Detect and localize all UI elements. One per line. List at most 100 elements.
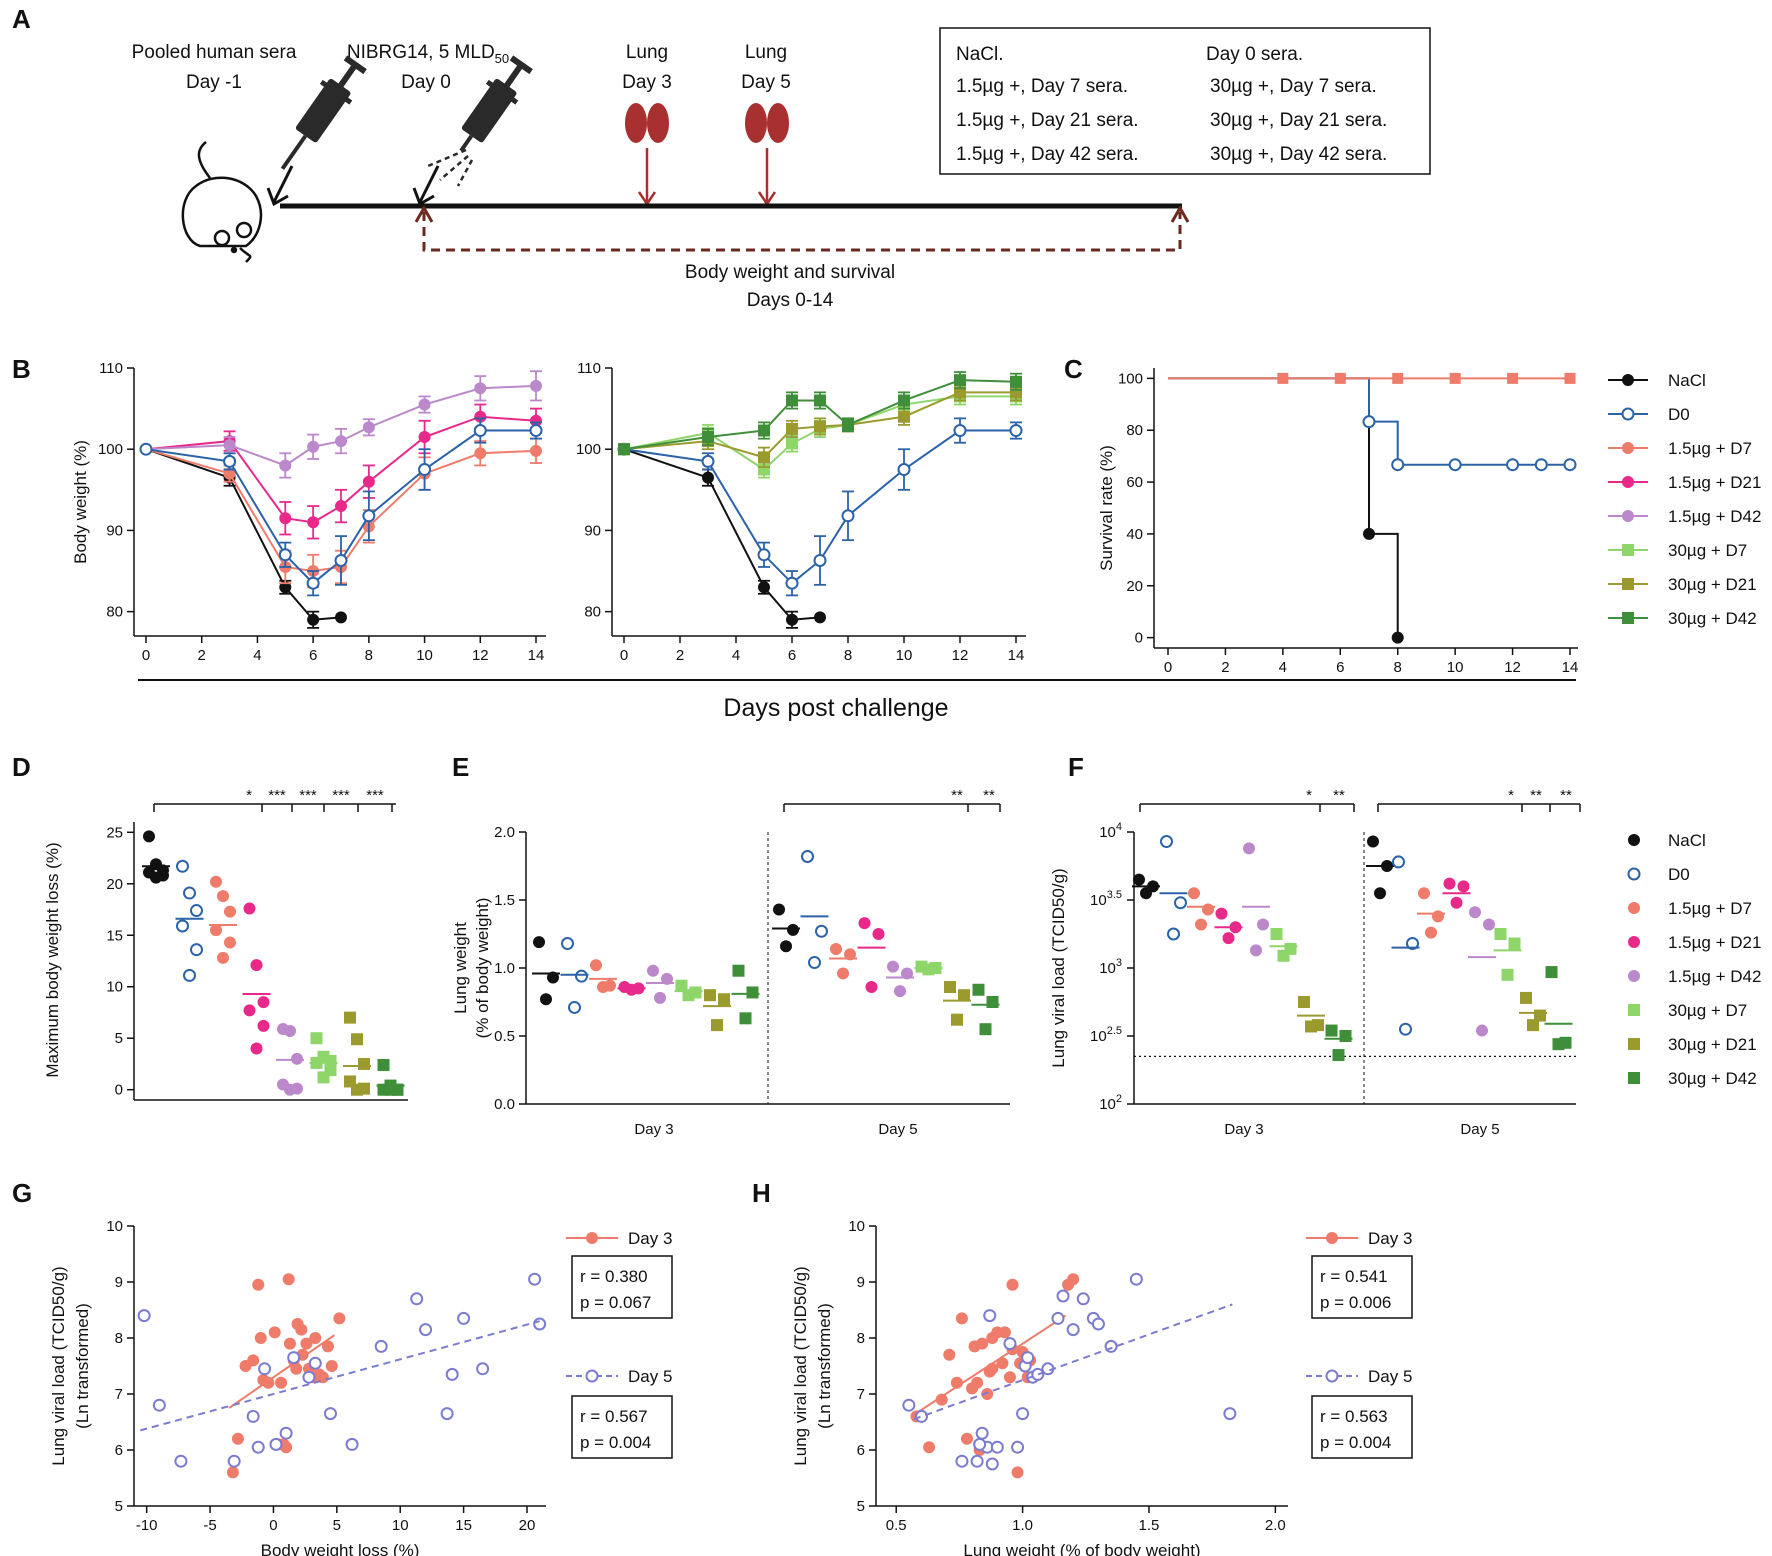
survival-step-line: [1168, 377, 1399, 638]
group-nacl: [1366, 835, 1394, 900]
series-day-5: [902, 1272, 1237, 1471]
group-label: 1.5µg +, Day 42 sera.: [956, 144, 1139, 165]
group-1-5-g-d42: [886, 960, 914, 998]
data-point: [1457, 880, 1470, 893]
y-tick-label: 10: [106, 979, 123, 996]
x-tick-label: 4: [732, 647, 740, 664]
series-30-g-d42: [618, 371, 1022, 456]
stats-box: [1311, 1395, 1413, 1459]
data-point: [1223, 1407, 1237, 1421]
x-tick-label: 10: [896, 647, 913, 664]
data-point: [1167, 927, 1180, 941]
y-tick-label: 8: [857, 1330, 865, 1347]
data-point: [419, 1323, 433, 1337]
group-30-g-d7: [1493, 928, 1522, 981]
mouse-icon: [181, 141, 263, 263]
tick-base: 10: [1099, 1096, 1116, 1113]
data-point: [246, 1409, 260, 1423]
x-tick-label: 1.0: [1012, 1517, 1033, 1534]
data-point: [985, 1457, 999, 1471]
data-point: [1160, 835, 1173, 849]
data-point: [306, 576, 320, 590]
data-point: [1066, 1323, 1080, 1337]
data-point: [279, 1426, 293, 1440]
data-point: [1367, 835, 1379, 848]
x-tick-label: -10: [136, 1517, 158, 1534]
data-point: [787, 923, 799, 936]
x-tick-label: 10: [416, 647, 433, 664]
legend-marker: [1325, 1369, 1339, 1383]
y-tick-label: 103: [1099, 957, 1122, 977]
y-tick-label: 20: [1126, 578, 1143, 595]
legend-label: 30µg + D7: [1668, 541, 1747, 560]
x-tick-label: 4: [253, 647, 261, 664]
data-point: [1006, 1278, 1019, 1291]
data-point: [362, 475, 375, 488]
legend-marker: [1622, 374, 1634, 386]
category-label: Day 5: [1460, 1121, 1499, 1138]
data-point: [300, 1337, 313, 1350]
survival-point: [1564, 372, 1576, 384]
data-point: [1527, 1019, 1539, 1032]
legend-marker: [1622, 612, 1634, 624]
data-point: [1011, 1440, 1025, 1454]
stats-p: p = 0.004: [580, 1433, 651, 1452]
lung-icon: [625, 103, 669, 143]
regression-line: [913, 1303, 1233, 1421]
legend-marker: [1628, 970, 1640, 982]
group-1-5-g-d42: [1242, 842, 1270, 957]
y-tick-label: 5: [857, 1498, 865, 1515]
y-tick-label: 110: [99, 360, 123, 377]
data-point: [374, 1339, 388, 1353]
data-point: [758, 424, 770, 437]
data-point: [808, 956, 821, 970]
significance-label: ***: [332, 787, 350, 804]
data-point: [944, 981, 956, 994]
x-tick-label: 4: [1279, 659, 1287, 676]
group-30-g-d42: [971, 983, 1000, 1036]
y-tick-label: 100: [98, 441, 123, 458]
panel-label-h: H: [752, 1178, 771, 1208]
data-point: [894, 985, 906, 998]
y-tick-label: 110: [577, 360, 601, 377]
data-point: [830, 942, 842, 955]
y-tick-label: 7: [115, 1386, 123, 1403]
tick-base: 10: [1090, 892, 1107, 909]
legend-marker: [1622, 578, 1634, 590]
lung1-label: Lung: [626, 42, 668, 63]
stats-box: [571, 1255, 673, 1319]
group-label: 1.5µg +, Day 21 sera.: [956, 110, 1139, 131]
panel-label-a: A: [12, 4, 31, 34]
data-point: [223, 439, 236, 452]
data-point: [295, 1323, 308, 1336]
data-point: [321, 1340, 334, 1353]
data-point: [269, 1437, 283, 1451]
data-point: [1469, 906, 1481, 919]
data-point: [661, 972, 673, 985]
group-30-g-d21: [943, 981, 971, 1026]
legend-label: 1.5µg + D42: [1668, 507, 1761, 526]
data-point: [351, 1033, 363, 1046]
survival-point: [1363, 527, 1375, 540]
group-30-g-d7: [674, 979, 703, 1002]
data-point: [307, 613, 320, 626]
legend-marker: [1628, 902, 1640, 914]
legend-label: Day 5: [1368, 1367, 1412, 1386]
legend-label: 1.5µg + D21: [1668, 933, 1761, 952]
legend-label: 1.5µg + D7: [1668, 899, 1752, 918]
data-point: [174, 1454, 188, 1468]
group-1-5-g-d7: [1417, 887, 1445, 939]
y-tick-label: 80: [1126, 422, 1143, 439]
legend-marker: [1627, 867, 1641, 881]
y-tick-label: 100: [1118, 370, 1143, 387]
data-point: [474, 447, 487, 460]
data-point: [217, 890, 229, 903]
data-point: [979, 1023, 992, 1036]
group-30-g-d7: [1269, 928, 1298, 962]
survival-point: [1334, 372, 1346, 384]
stats-r: r = 0.541: [1320, 1267, 1388, 1286]
y-tick-label: 90: [106, 522, 123, 539]
significance-label: **: [983, 787, 995, 804]
group-1-5-g-d7: [589, 959, 617, 994]
